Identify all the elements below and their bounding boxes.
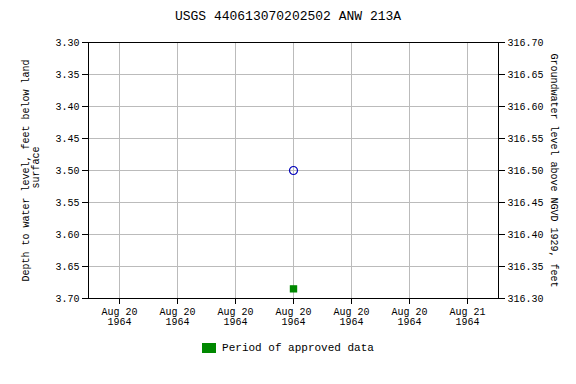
html-text:Period of approved data: Period of approved data <box>222 342 374 354</box>
svg-text:Aug 201964: Aug 201964 <box>391 307 427 328</box>
svg-text:3.40: 3.40 <box>55 102 79 113</box>
svg-text:3.30: 3.30 <box>55 38 79 49</box>
svg-text:316.30: 316.30 <box>508 294 544 305</box>
svg-text:316.60: 316.60 <box>508 102 544 113</box>
svg-text:Aug 201964: Aug 201964 <box>101 307 137 328</box>
svg-text:316.35: 316.35 <box>508 262 544 273</box>
html-text:USGS 440613070202502 ANW 213A: USGS 440613070202502 ANW 213A <box>174 9 402 24</box>
svg-text:Aug 201964: Aug 201964 <box>217 307 253 328</box>
svg-text:316.45: 316.45 <box>508 198 544 209</box>
svg-text:Aug 211964: Aug 211964 <box>449 307 485 328</box>
svg-text:Aug 201964: Aug 201964 <box>275 307 311 328</box>
svg-text:Aug 201964: Aug 201964 <box>333 307 369 328</box>
svg-text:Aug 201964: Aug 201964 <box>159 307 195 328</box>
svg-text:3.45: 3.45 <box>55 134 79 145</box>
svg-text:316.50: 316.50 <box>508 166 544 177</box>
svg-text:3.60: 3.60 <box>55 230 79 241</box>
svg-text:Groundwater level above NGVD 1: Groundwater level above NGVD 1929, feet <box>548 53 559 287</box>
svg-text:316.40: 316.40 <box>508 230 544 241</box>
svg-text:3.55: 3.55 <box>55 198 79 209</box>
svg-text:316.55: 316.55 <box>508 134 544 145</box>
svg-text:316.65: 316.65 <box>508 70 544 81</box>
svg-text:3.35: 3.35 <box>55 70 79 81</box>
svg-text:3.65: 3.65 <box>55 262 79 273</box>
svg-text:3.70: 3.70 <box>55 294 79 305</box>
svg-text:Depth to water level, feet bel: Depth to water level, feet below land su… <box>21 59 42 281</box>
svg-text:3.50: 3.50 <box>55 166 79 177</box>
svg-text:316.70: 316.70 <box>508 38 544 49</box>
